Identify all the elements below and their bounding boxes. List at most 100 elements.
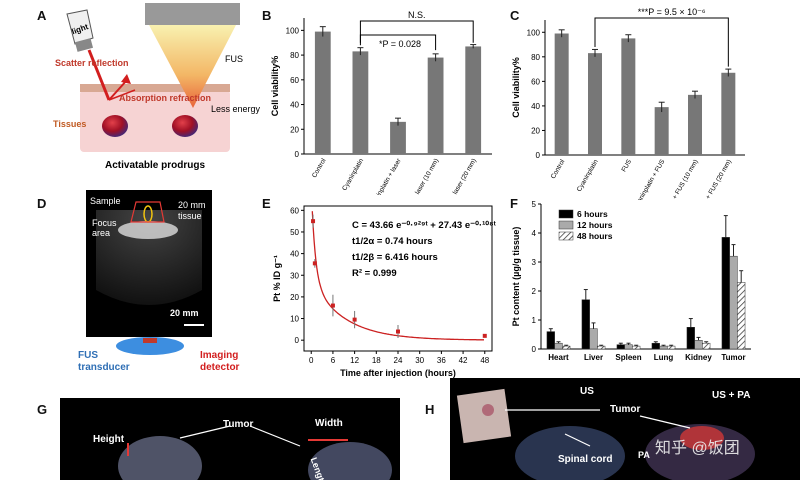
x-tick-label: Cyaninplatin (341, 157, 365, 192)
fus-transducer-label: FUS transducer (78, 350, 130, 373)
x-tick-label: Kidney (685, 353, 712, 362)
panel-label-h: H (425, 402, 435, 417)
y-tick-label: 5 (532, 200, 537, 209)
x-tick-label: 0 (309, 356, 314, 365)
y-tick-label: 0 (532, 345, 537, 354)
chart-b: 0 20 40 60 80 100 Cell viability% Control Cyanin… (270, 10, 492, 195)
bar-0 (554, 33, 569, 155)
bar-2-0 (616, 344, 625, 350)
fus-label: FUS (225, 54, 243, 64)
panel-d-ultrasound-image: Sample Focus area 20 mm tissue 20 mm (86, 190, 212, 337)
watermark-text: 知乎 @饭团 (655, 440, 740, 457)
y-tick-label: 0 (295, 150, 300, 159)
bar-4-2 (702, 342, 711, 350)
x-tick-label: Control (550, 158, 567, 180)
panel-label-d: D (37, 196, 47, 211)
bar-3 (654, 107, 669, 155)
p-annotation: *P = 0.028 (379, 39, 421, 49)
y-axis-label: Pt content (µg/g tissue) (511, 227, 521, 327)
x-axis-label: Time after injection (hours) (340, 368, 456, 378)
y-tick-label: 100 (527, 28, 541, 37)
bar-1-2 (597, 345, 606, 350)
panel-a-schematic: light Scatter reflection Absorption refr… (53, 3, 260, 171)
tissue-depth-label: 20 mm tissue (178, 200, 206, 221)
data-point-1 (312, 261, 317, 266)
chart-f: 0 1 2 3 4 5 Pt content (µg/g tissue) Heart Liver… (511, 200, 751, 362)
legend-swatch-2 (558, 231, 574, 241)
data-point-2 (330, 303, 335, 308)
r2-label: R² = 0.999 (352, 268, 397, 279)
y-tick-label: 3 (532, 258, 537, 267)
tissues-label: Tissues (53, 119, 86, 129)
t-alpha-label: t1/2α = 0.74 hours (352, 236, 433, 247)
tumor-label-h: Tumor (610, 404, 641, 415)
height-label: Height (93, 434, 125, 445)
us-pa-shapes (456, 388, 755, 486)
data-point-5 (482, 333, 487, 338)
light-beam-icon (87, 49, 111, 101)
bar-0-1 (554, 342, 563, 350)
y-tick-label: 30 (290, 271, 299, 280)
absorption-label: Absorption refraction (119, 93, 211, 103)
bar-1-0 (581, 299, 590, 350)
x-tick-label: 24 (394, 356, 403, 365)
x-tick-label: 42 (459, 356, 468, 365)
x-tick-label: 30 (415, 356, 424, 365)
chart-e: 0 10 20 30 40 50 60 0 6 12 18 24 30 36 42 48 Time after … (272, 205, 497, 378)
x-tick-label: FUS (621, 158, 634, 173)
x-tick-label: Lung (654, 353, 674, 362)
refraction-line-icon (108, 89, 136, 101)
legend-label-2: 48 hours (577, 231, 613, 241)
panel-label-e: E (262, 196, 271, 211)
x-tick-label: 12 (350, 356, 359, 365)
y-tick-label: 40 (290, 101, 299, 110)
y-tick-label: 80 (531, 53, 540, 62)
bar-5-2 (737, 282, 746, 350)
y-tick-label: 60 (290, 76, 299, 85)
y-tick-label: 20 (290, 293, 299, 302)
activatable-prodrugs-caption: Activatable prodrugs (105, 160, 205, 171)
y-tick-label: 2 (532, 287, 537, 296)
x-tick-label: Heart (548, 353, 569, 362)
fus-transducer-shape (116, 337, 184, 355)
bar-5-0 (721, 237, 730, 350)
y-tick-label: 100 (286, 26, 300, 35)
t-beta-label: t1/2β = 6.416 hours (352, 252, 438, 263)
fus-beam-cone (149, 25, 236, 108)
reflection-arrow-icon (108, 79, 128, 101)
y-axis-label: Cell viability% (270, 56, 280, 117)
bar-4 (465, 46, 482, 154)
y-tick-label: 80 (290, 51, 299, 60)
data-point-4 (396, 329, 400, 334)
arrowhead-icon (121, 74, 131, 84)
bar-0-2 (562, 345, 571, 350)
p-annotation: ***P = 9.5 × 10⁻⁶ (638, 7, 706, 17)
us-label: US (580, 386, 594, 397)
ns-bracket (359, 20, 474, 43)
panel-label-a: A (37, 8, 47, 23)
panel-g-tumor-photos: Height Tumor Width Length (60, 398, 400, 488)
p-bracket (594, 17, 729, 67)
bar-1-1 (589, 328, 598, 350)
sample-label: Sample (90, 196, 121, 206)
y-tick-label: 20 (531, 126, 540, 135)
y-tick-label: 60 (531, 77, 540, 86)
bar-4-1 (694, 340, 703, 350)
y-tick-label: 0 (536, 151, 541, 160)
y-tick-label: 4 (532, 229, 537, 238)
x-tick-label: 18 (372, 356, 381, 365)
fit-equation: C = 43.66 e⁻⁰·⁹²⁹ᵗ + 27.43 e⁻⁰·¹⁰⁸ᵗ (352, 220, 497, 231)
bar-0 (314, 31, 331, 155)
imaging-detector-label: Imaging detector (200, 350, 240, 373)
data-point-3 (352, 317, 357, 322)
bar-5-1 (729, 255, 738, 350)
ultrasound-scan (96, 201, 204, 326)
lightbulb-icon (66, 9, 94, 52)
legend-label-0: 6 hours (577, 209, 608, 219)
y-axis-label: Pt % ID g⁻¹ (272, 255, 282, 302)
y-tick-label: 40 (531, 102, 540, 111)
x-tick-label: Control (311, 157, 328, 179)
panel-h-us-pa-images: US US + PA Tumor Spinal cord PA 知乎 @饭团 (450, 378, 800, 486)
fus-transducer-head (145, 3, 240, 25)
bar-2 (621, 38, 636, 156)
